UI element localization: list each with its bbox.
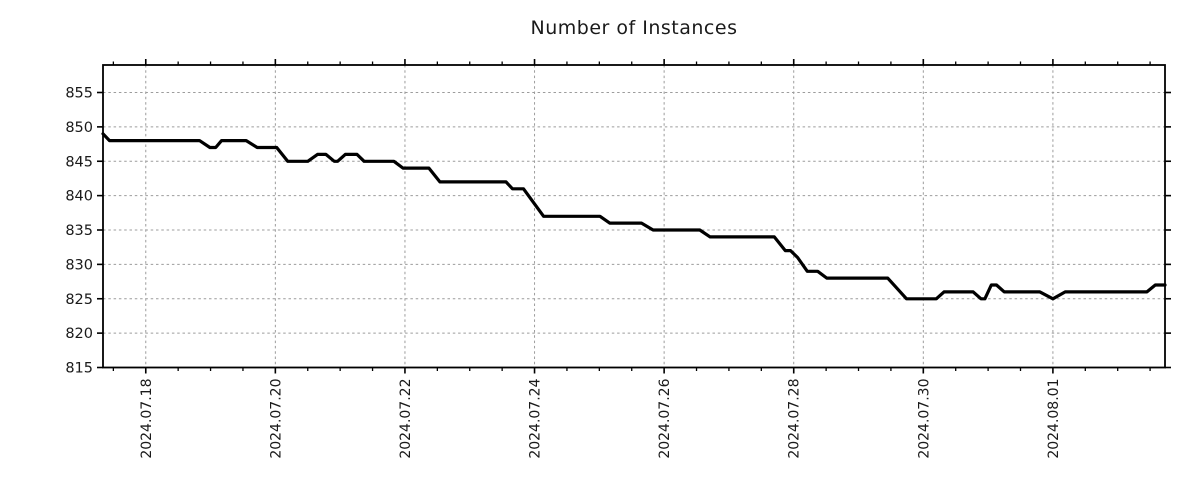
x-tick-label: 2024.07.22 — [398, 379, 414, 459]
x-tick-label: 2024.07.28 — [787, 379, 803, 459]
y-tick-label: 830 — [65, 257, 93, 273]
y-tick-label: 845 — [65, 154, 93, 170]
x-tick-labels: 2024.07.18 2024.07.20 2024.07.22 2024.07.24… — [139, 378, 1062, 458]
instance-count-line — [101, 132, 1167, 301]
chart-title: Number of Instances — [530, 17, 738, 39]
axis-ticks — [97, 59, 1171, 374]
axis-frame — [102, 64, 1166, 369]
x-tick-label: 2024.07.26 — [657, 378, 673, 458]
x-tick-label: 2024.07.18 — [139, 379, 155, 459]
y-tick-label: 855 — [65, 86, 93, 102]
y-tick-label: 820 — [65, 326, 93, 342]
y-tick-labels: 815 820 825 830 835 840 845 850 855 — [65, 86, 93, 377]
x-tick-label: 2024.07.20 — [268, 379, 284, 459]
series — [101, 132, 1167, 301]
y-tick-label: 850 — [65, 120, 93, 136]
x-tick-label: 2024.07.24 — [528, 378, 544, 458]
x-tick-label: 2024.08.01 — [1046, 379, 1062, 459]
y-tick-label: 835 — [65, 223, 93, 239]
y-tick-label: 815 — [65, 361, 93, 377]
x-tick-label: 2024.07.30 — [916, 379, 932, 459]
y-tick-label: 825 — [65, 292, 93, 308]
gridlines — [103, 65, 1165, 368]
y-tick-label: 840 — [65, 189, 93, 205]
